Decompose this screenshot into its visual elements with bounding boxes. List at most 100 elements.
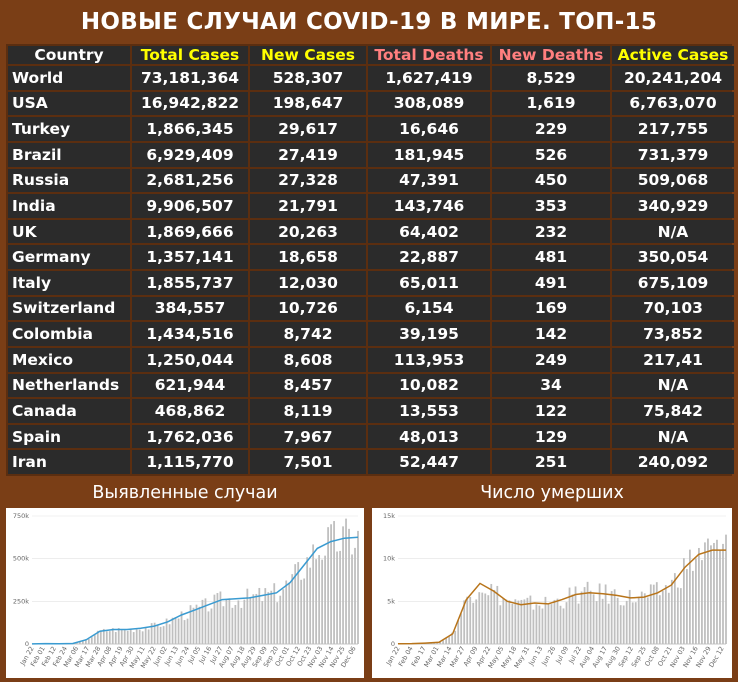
y-tick-label: 500k — [13, 555, 29, 563]
chart-bar — [318, 555, 321, 644]
chart-bar — [634, 602, 637, 644]
trend-line — [397, 549, 726, 645]
cell-total-cases: 1,434,516 — [132, 322, 248, 346]
chart-bar — [538, 605, 541, 644]
chart-bar — [87, 639, 90, 644]
table-row: USA 16,942,822 198,647 308,089 1,619 6,763,07… — [8, 91, 734, 116]
cell-total-deaths: 52,447 — [368, 450, 490, 474]
chart-bar — [129, 628, 132, 644]
chart-bar — [156, 624, 159, 644]
chart-bar — [297, 562, 300, 644]
chart-bar — [207, 611, 210, 644]
chart-bar — [210, 608, 213, 644]
table-row: Netherlands 621,944 8,457 10,082 34 N/A — [8, 373, 734, 398]
table-row: Iran 1,115,770 7,501 52,447 251 240,092 — [8, 450, 734, 474]
table-row: Canada 468,862 8,119 13,553 122 75,842 — [8, 399, 734, 423]
cell-new-deaths: 142 — [492, 322, 610, 346]
cell-active-cases: N/A — [612, 219, 734, 244]
chart-bar — [198, 606, 201, 644]
cell-new-cases: 27,419 — [250, 142, 366, 167]
chart-bar — [135, 629, 138, 644]
table-body: World 73,181,364 528,307 1,627,419 8,529 20,2… — [8, 66, 734, 474]
chart-bar — [692, 570, 694, 644]
chart-bar — [132, 632, 135, 644]
chart-bar — [625, 600, 628, 644]
cell-total-deaths: 39,195 — [368, 322, 490, 346]
chart-bar — [655, 582, 658, 644]
chart-bar — [282, 589, 285, 644]
top15-table-container: Country Total Cases New Cases Total Deat… — [6, 44, 734, 476]
chart-bar — [719, 549, 721, 644]
cell-new-cases: 20,263 — [250, 219, 366, 244]
chart-bar — [523, 599, 526, 644]
cell-total-cases: 384,557 — [132, 296, 248, 321]
chart-bar — [520, 599, 523, 644]
cell-new-deaths: 1,619 — [492, 91, 610, 116]
cell-active-cases: 73,852 — [612, 322, 734, 346]
cell-total-cases: 6,929,409 — [132, 142, 248, 167]
chart-bar — [448, 636, 451, 644]
chart-bar — [267, 592, 270, 644]
table-header-row: Country Total Cases New Cases Total Deat… — [8, 46, 734, 64]
chart-bar — [186, 618, 189, 644]
table-row: Colombia 1,434,516 8,742 39,195 142 73,852 — [8, 322, 734, 346]
cell-total-deaths: 47,391 — [368, 168, 490, 193]
cell-new-cases: 8,457 — [250, 373, 366, 398]
chart-bar — [601, 598, 604, 644]
chart-bar — [457, 620, 460, 644]
chart-bar — [454, 630, 457, 644]
chart-bar — [710, 545, 712, 644]
chart-bar — [550, 604, 553, 644]
chart-bar — [291, 574, 294, 644]
chart-bar — [466, 596, 469, 644]
table-row: Spain 1,762,036 7,967 48,013 129 N/A — [8, 424, 734, 449]
cell-total-cases: 1,250,044 — [132, 347, 248, 372]
chart-bar — [559, 605, 562, 644]
chart-bar — [433, 642, 436, 644]
chart-bar — [249, 597, 252, 644]
chart-bar — [658, 595, 661, 644]
chart-bar — [90, 637, 93, 644]
table-row: Turkey 1,866,345 29,617 16,646 229 217,755 — [8, 117, 734, 141]
chart-bar — [562, 608, 565, 644]
chart-bar — [120, 629, 123, 644]
chart-bar — [475, 599, 478, 644]
chart-bar — [604, 584, 607, 644]
chart-bar — [141, 631, 144, 644]
table-row: Italy 1,855,737 12,030 65,011 491 675,109 — [8, 271, 734, 295]
chart-bar — [222, 606, 225, 644]
chart-bar — [478, 592, 481, 644]
chart-bar — [496, 585, 499, 644]
chart-bar — [704, 542, 706, 644]
chart-bar — [460, 613, 463, 644]
chart-bar — [583, 587, 586, 644]
cell-active-cases: 75,842 — [612, 399, 734, 423]
cell-total-cases: 1,115,770 — [132, 450, 248, 474]
chart-bar — [544, 596, 547, 644]
chart-bar — [436, 642, 439, 644]
table-row: UK 1,869,666 20,263 64,402 232 N/A — [8, 219, 734, 244]
header-country: Country — [8, 46, 130, 64]
table-row: Germany 1,357,141 18,658 22,887 481 350,054 — [8, 245, 734, 269]
chart-bar — [577, 603, 580, 644]
chart-bar — [571, 594, 574, 644]
chart-bar — [216, 593, 219, 644]
chart-bar — [484, 593, 487, 644]
trend-line — [31, 536, 359, 645]
chart-bar — [688, 549, 691, 644]
cell-new-deaths: 353 — [492, 194, 610, 218]
cell-country: Switzerland — [8, 296, 130, 321]
cell-total-deaths: 64,402 — [368, 219, 490, 244]
chart-bar — [294, 564, 297, 644]
chart-bar — [171, 617, 174, 644]
chart-bar — [679, 588, 682, 644]
chart-bar — [661, 591, 664, 644]
chart-bar — [490, 583, 493, 644]
chart-bar — [607, 603, 610, 644]
chart-bar — [472, 602, 475, 644]
x-tick-label: Jul 09 — [554, 645, 571, 666]
chart-bar — [195, 604, 198, 644]
cell-country: Germany — [8, 245, 130, 269]
chart-bar — [445, 638, 448, 644]
cell-new-deaths: 122 — [492, 399, 610, 423]
